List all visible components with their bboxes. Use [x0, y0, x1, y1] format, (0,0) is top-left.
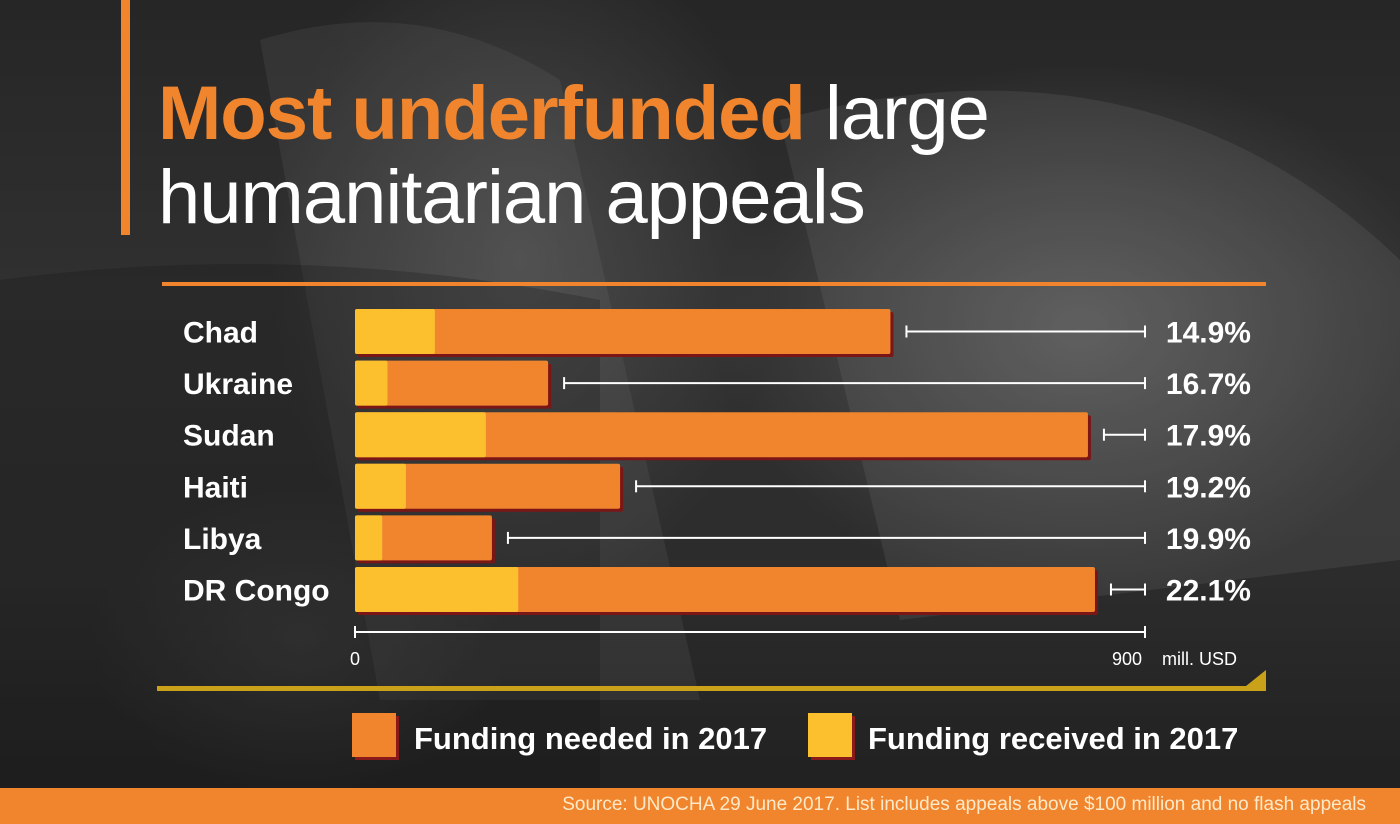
category-label-chad: Chad — [183, 317, 258, 350]
legend-swatch-received — [808, 713, 852, 757]
legend: Funding needed in 2017 Funding received … — [0, 713, 1400, 763]
bar-needed-libya — [355, 515, 492, 561]
footer-bar: Source: UNOCHA 29 June 2017. List includ… — [0, 788, 1400, 824]
bar-received-ukraine — [355, 360, 388, 406]
category-label-haiti: Haiti — [183, 471, 248, 504]
percent-label-ukraine: 16.7% — [1166, 368, 1251, 401]
percent-label-libya: 19.9% — [1166, 523, 1251, 556]
legend-swatch-needed — [352, 713, 396, 757]
percent-label-sudan: 17.9% — [1166, 420, 1251, 453]
bar-received-dr-congo — [355, 567, 519, 612]
page-title: Most underfunded large humanitarian appe… — [158, 72, 1058, 240]
top-divider — [162, 282, 1266, 286]
bar-received-chad — [355, 309, 435, 354]
x-axis: 0 900 mill. USD — [157, 626, 1266, 691]
x-tick-label-900: 900 — [1112, 649, 1142, 669]
category-label-sudan: Sudan — [183, 420, 275, 453]
bottom-divider — [157, 686, 1266, 691]
x-tick-label-0: 0 — [350, 649, 360, 669]
title-accent-bar — [121, 0, 130, 235]
title-accent: Most underfunded — [158, 71, 806, 156]
bottom-divider-corner — [1246, 670, 1266, 691]
bar-needed-ukraine — [355, 360, 549, 406]
bars-layer: Chad 14.9% Ukraine 16.7% Sudan 17.9% Haiti 19.2… — [183, 309, 1251, 615]
source-note: Source: UNOCHA 29 June 2017. List includ… — [562, 794, 1366, 815]
percent-label-dr-congo: 22.1% — [1166, 575, 1251, 608]
category-label-libya: Libya — [183, 523, 262, 556]
bar-needed-chad — [355, 309, 891, 354]
bar-received-libya — [355, 515, 383, 561]
legend-label-needed: Funding needed in 2017 — [414, 721, 768, 756]
x-unit-label: mill. USD — [1162, 649, 1237, 669]
title-line-2: humanitarian appeals — [158, 155, 866, 240]
bar-needed-sudan — [355, 412, 1088, 458]
title-rest: large — [804, 71, 990, 156]
bar-received-haiti — [355, 463, 406, 509]
percent-label-chad: 14.9% — [1166, 317, 1251, 350]
bar-needed-haiti — [355, 463, 621, 509]
legend-label-received: Funding received in 2017 — [868, 721, 1239, 756]
bar-needed-dr-congo — [355, 567, 1095, 612]
category-label-dr-congo: DR Congo — [183, 575, 330, 608]
category-label-ukraine: Ukraine — [183, 368, 293, 401]
bar-received-sudan — [355, 412, 486, 458]
percent-label-haiti: 19.2% — [1166, 471, 1251, 504]
